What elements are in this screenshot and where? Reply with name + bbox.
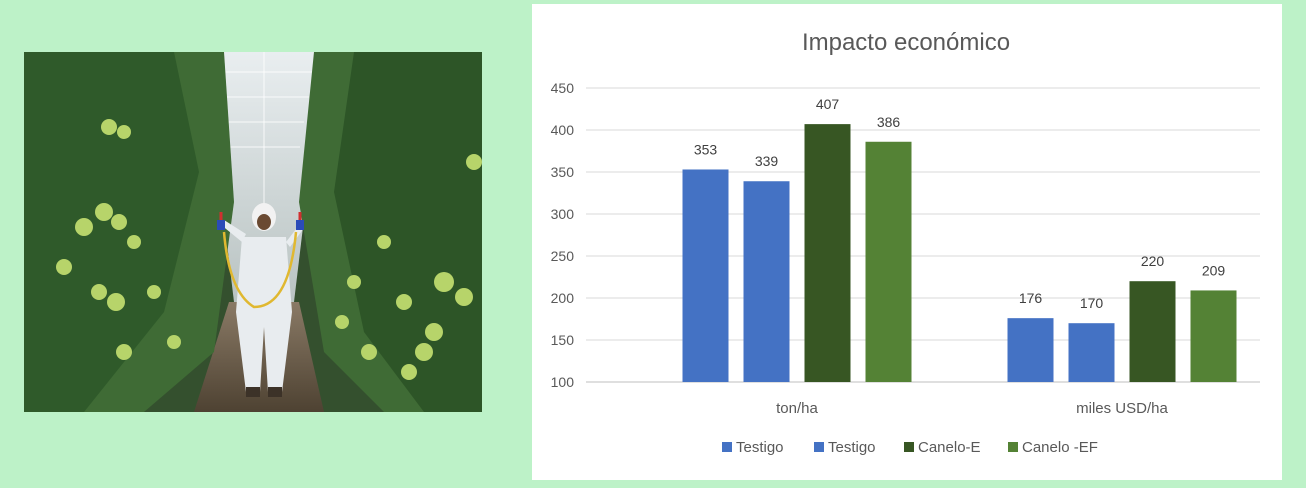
y-tick-label: 150 (551, 332, 575, 348)
bar (865, 141, 912, 382)
legend-label: Testigo (828, 439, 876, 456)
data-label: 220 (1141, 253, 1165, 269)
bar (1007, 318, 1054, 382)
data-label: 353 (694, 141, 718, 157)
category-label: ton/ha (776, 400, 818, 417)
y-tick-label: 100 (551, 374, 575, 390)
data-label: 407 (816, 96, 840, 112)
legend-swatch (1008, 442, 1018, 452)
data-label: 176 (1019, 290, 1043, 306)
data-label: 170 (1080, 295, 1104, 311)
y-tick-label: 350 (551, 164, 575, 180)
legend-swatch (814, 442, 824, 452)
bar (743, 181, 790, 382)
bar (1129, 281, 1176, 382)
bar-chart: Impacto económico 100 150 200 250 300 350 400 4… (551, 29, 1260, 456)
y-tick-label: 450 (551, 80, 575, 96)
legend-label: Testigo (736, 439, 784, 456)
data-label: 339 (755, 153, 779, 169)
legend-label: Canelo -EF (1022, 439, 1098, 456)
legend-label: Canelo-E (918, 439, 981, 456)
greenhouse-illustration (24, 52, 482, 412)
bar (1190, 290, 1237, 382)
chart-panel: Impacto económico 100 150 200 250 300 350 400 4… (532, 4, 1282, 480)
chart-title: Impacto económico (802, 29, 1010, 56)
y-tick-label: 200 (551, 290, 575, 306)
data-label: 209 (1202, 262, 1226, 278)
category-label: miles USD/ha (1076, 400, 1168, 417)
bar (682, 169, 729, 382)
y-tick-label: 250 (551, 248, 575, 264)
legend-swatch (904, 442, 914, 452)
bar (1068, 323, 1115, 382)
legend-swatch (722, 442, 732, 452)
bar (804, 124, 851, 383)
data-label: 386 (877, 114, 901, 130)
y-tick-label: 300 (551, 206, 575, 222)
greenhouse-photo (24, 52, 482, 412)
y-tick-label: 400 (551, 122, 575, 138)
legend: Testigo Testigo Canelo-E Canelo -EF (722, 439, 1098, 456)
